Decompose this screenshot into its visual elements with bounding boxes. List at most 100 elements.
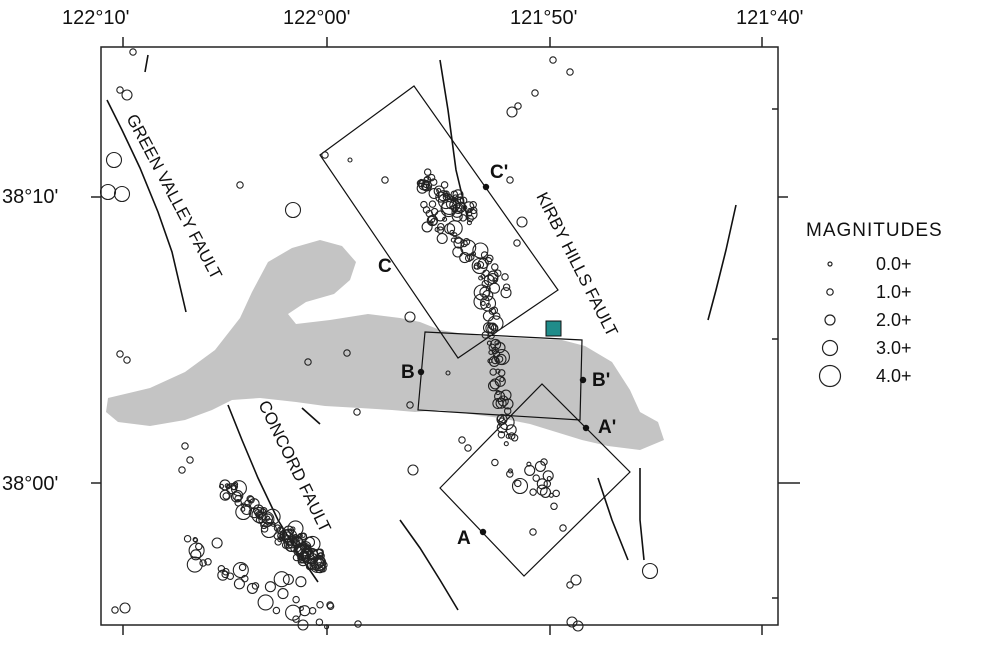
epicenter-338 [188, 542, 205, 559]
epicenter-214 [460, 239, 468, 248]
epicenter-239 [480, 300, 486, 306]
label-a-prime: A' [598, 417, 616, 438]
legend-label-3: 3.0+ [876, 338, 912, 358]
section-box-b [417, 331, 583, 421]
lon-tick-4: 121°40' [736, 7, 803, 29]
epicenter-352 [236, 181, 244, 189]
epicenter-243 [496, 422, 508, 434]
epicenter-26 [222, 492, 230, 500]
lon-tick-2: 122°00' [283, 7, 350, 29]
epicenter-111 [254, 509, 262, 517]
epicenter-331 [324, 624, 330, 630]
epicenter-378 [464, 444, 472, 452]
epicenter-106 [226, 483, 238, 495]
section-endpoints [417, 183, 590, 536]
fault-segment-east [707, 204, 737, 321]
epicenter-383 [641, 562, 659, 580]
epicenter-174 [466, 208, 478, 220]
epicenter-306 [543, 480, 552, 488]
epicenter-159 [462, 204, 468, 211]
epicenter-321 [295, 576, 307, 588]
epicenter-175 [452, 232, 458, 238]
legend-label-0: 0.0+ [876, 254, 912, 274]
epicenter-345 [193, 537, 199, 543]
epicenter-254 [485, 286, 491, 292]
epicenter-328 [204, 558, 212, 566]
epicenter-210 [491, 263, 499, 271]
legend-symbol-0 [827, 261, 833, 267]
epicenter-376 [407, 464, 419, 476]
epicenter-198 [473, 262, 482, 270]
epicenter-353 [284, 201, 302, 219]
epicenter-87 [241, 503, 253, 516]
epicenters [99, 48, 659, 632]
epicenter-329 [217, 565, 226, 573]
point-a [479, 528, 487, 536]
label-b-prime: B' [592, 370, 610, 391]
epicenter-285 [487, 323, 499, 335]
epicenter-287 [495, 353, 507, 365]
epicenter-354 [321, 151, 329, 159]
epicenter-391 [540, 458, 548, 466]
epicenter-377 [458, 436, 466, 444]
epicenter-250 [489, 378, 501, 390]
epicenter-185 [459, 252, 471, 264]
epicenter-82 [274, 538, 282, 546]
epicenter-86 [230, 482, 239, 491]
green-valley-fault-line [106, 99, 187, 313]
epicenter-171 [452, 194, 459, 200]
epicenter-365 [404, 311, 416, 323]
epicenter-342 [199, 559, 207, 567]
epicenter-191 [430, 207, 439, 216]
epicenter-284 [496, 413, 508, 425]
epicenter-348 [121, 89, 133, 101]
epicenter-343 [233, 578, 245, 590]
epicenter-326 [316, 600, 324, 609]
epicenter-160 [469, 206, 478, 215]
epicenter-335 [282, 573, 294, 586]
label-a: A [457, 528, 471, 549]
lon-tick-3: 121°50' [510, 7, 577, 29]
epicenter-95 [319, 564, 327, 573]
epicenter-385 [119, 602, 131, 614]
epicenter-360 [506, 106, 518, 118]
epicenter-244 [503, 407, 512, 415]
epicenter-369 [123, 356, 131, 364]
epicenter-316 [277, 588, 289, 600]
epicenter-140 [457, 193, 463, 199]
epicenter-347 [116, 86, 124, 94]
epicenter-273 [499, 376, 505, 383]
legend-label-2: 2.0+ [876, 310, 912, 330]
epicenter-155 [423, 168, 432, 176]
epicenter-266 [494, 375, 506, 387]
epicenter-358 [566, 68, 574, 76]
epicenter-349 [105, 151, 123, 169]
epicenter-52 [300, 532, 306, 538]
epicenter-102 [291, 536, 304, 548]
bay-water [106, 240, 664, 450]
epicenter-375 [178, 466, 186, 474]
epicenter-165 [452, 189, 464, 201]
epicenter-30 [287, 520, 304, 537]
epicenter-215 [442, 216, 448, 222]
epicenter-379 [570, 574, 582, 586]
epicenter-351 [113, 185, 131, 203]
legend-symbol-3 [821, 339, 839, 357]
epicenter-372 [445, 370, 451, 376]
epicenter-221 [487, 270, 499, 282]
epicenter-264 [494, 340, 500, 346]
epicenter-55 [246, 495, 254, 503]
epicenter-355 [347, 157, 353, 163]
epicenter-104 [265, 515, 271, 521]
epicenter-312 [226, 572, 235, 580]
epicenter-318 [257, 594, 274, 611]
epicenter-201 [421, 221, 433, 233]
epicenter-314 [308, 607, 317, 615]
epicenter-204 [430, 218, 438, 226]
fault-segment-small [301, 407, 321, 425]
epicenter-364 [513, 239, 521, 247]
legend-label-4: 4.0+ [876, 366, 912, 386]
epicenter-100 [283, 535, 300, 553]
epicenter-211 [500, 287, 512, 299]
epicenter-371 [406, 401, 414, 409]
